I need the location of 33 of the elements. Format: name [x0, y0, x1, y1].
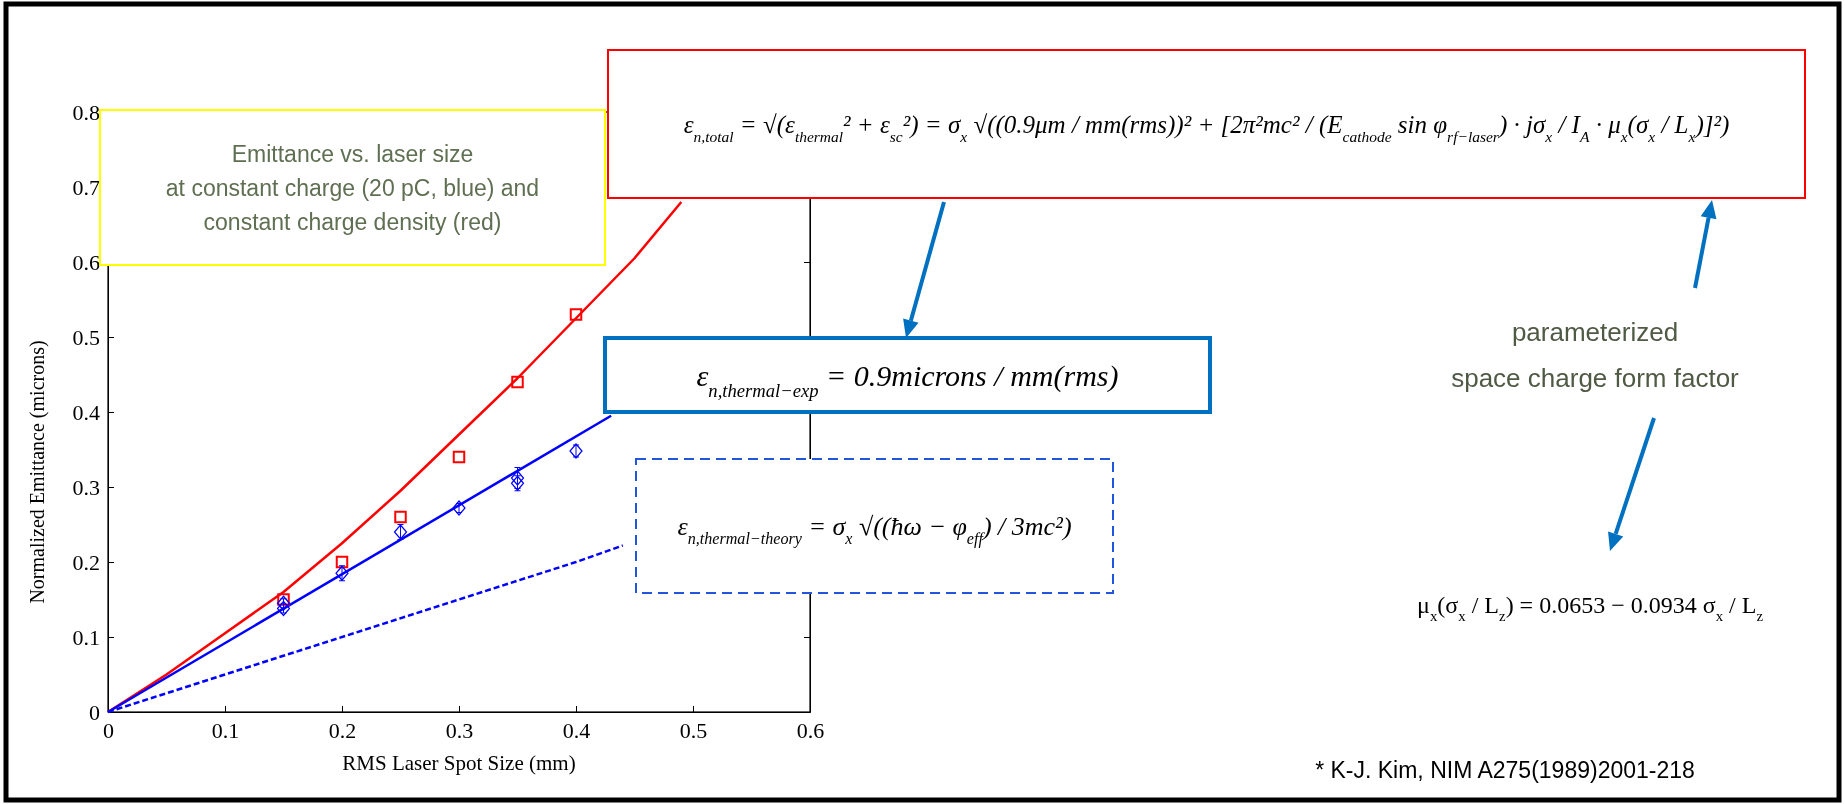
x-tick-label: 0.1: [211, 717, 240, 743]
x-axis-title: RMS Laser Spot Size (mm): [342, 751, 576, 775]
y-tick-label: 0.4: [72, 399, 100, 425]
x-tick-label: 0.6: [796, 717, 825, 743]
point: [277, 593, 290, 606]
y-tick-label: 0.2: [72, 549, 100, 575]
annotation: Emittance vs. laser size at constant charge (20 pC, blue) and constant charge density (red): [165, 140, 540, 235]
text: parameterized space charge form factor: [1451, 317, 1740, 394]
y-tick-label: 0.1: [72, 624, 100, 650]
point: [276, 595, 291, 611]
annotation: ε$_{n,thermal−exp}$ = 0.9microns / mm(rms): [696, 358, 1119, 400]
y-tick-label: 0.7: [72, 174, 100, 200]
y-axis-title: Normalized Emittance (microns): [26, 340, 49, 604]
annotation: ε$_{n,thermal−theory}$ = σ$_{x}$ √((ħω − φ$_{eff}$) / 3mc²): [677, 512, 1072, 548]
y-tick-label: 0.3: [72, 474, 100, 500]
y-tick-label: 0.8: [72, 99, 100, 125]
text: * K-J. Kim, NIM A275(1989)2001-218: [1315, 757, 1695, 784]
point: [452, 450, 466, 464]
y-tick-label: 0.6: [72, 249, 100, 275]
x-tick-label: 0.3: [445, 717, 474, 743]
point: [569, 308, 583, 321]
point: [393, 524, 408, 540]
x-tick-label: 0.2: [328, 717, 357, 743]
text: μ$_{x}$(σ$_{x}$ / L$_{z}$) = 0.0653 − 0.0934 σ$_{x}$ / L$_{z}$: [1417, 592, 1763, 625]
point: [276, 600, 291, 617]
y-tick-label: 0: [89, 699, 100, 725]
text: ε$_{n,total}$ = √(ε$_{thermal}$² + ε$_{sc}$²) = σ$_{x}$ √((0.9μm / mm(rms))² + [2π²mc² / (E$_{cathode}$ sin φ$_{rf−laser}$) · jσ$_{x}$ / I$_{A}$ · μ$_{x}$(σ$_{x}$ / L$_{x}$)]²): [683, 110, 1730, 145]
point: [394, 510, 407, 524]
y-tick-label: 0.5: [72, 324, 100, 350]
x-tick-label: 0.5: [679, 717, 708, 743]
point: [511, 375, 524, 389]
point: [335, 555, 349, 569]
x-tick-label: 0.4: [562, 717, 591, 743]
